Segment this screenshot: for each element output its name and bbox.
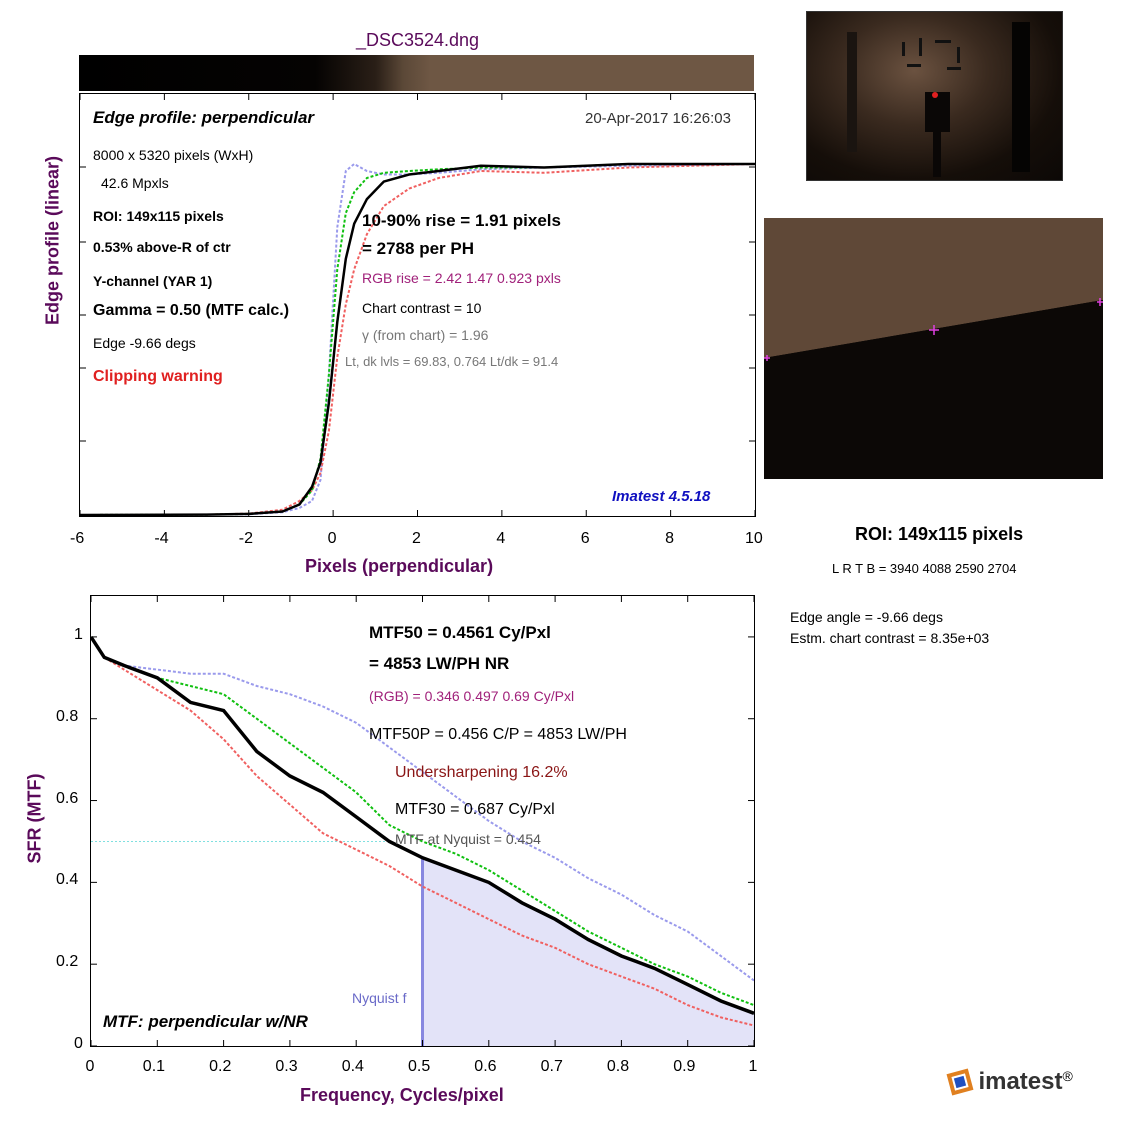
image-dimensions: 8000 x 5320 pixels (WxH) bbox=[93, 147, 254, 163]
undersharpening: Undersharpening 16.2% bbox=[395, 764, 568, 781]
edge-ylabel: Edge profile (linear) bbox=[42, 155, 63, 326]
gamma-info: Gamma = 0.50 (MTF calc.) bbox=[93, 302, 290, 319]
image-mpxls: 42.6 Mpxls bbox=[101, 175, 169, 191]
mtf-at-nyquist: MTF at Nyquist = 0.454 bbox=[395, 831, 541, 847]
estimated-contrast: Estm. chart contrast = 8.35e+03 bbox=[790, 630, 990, 646]
edge-series-Y bbox=[80, 162, 755, 516]
mtf-ytick-label: 0.4 bbox=[56, 871, 79, 889]
imatest-logo-mark: ® bbox=[1062, 1068, 1073, 1084]
mtf-ytick-label: 1 bbox=[74, 625, 83, 643]
imatest-logo-icon bbox=[946, 1068, 974, 1096]
edge-xtick-label: 8 bbox=[665, 530, 675, 547]
edge-xtick-label: -4 bbox=[154, 530, 169, 547]
mtf-ytick-label: 0.2 bbox=[56, 953, 79, 971]
edge-heading: Edge profile: perpendicular bbox=[93, 108, 315, 127]
edge-xtick-label: 6 bbox=[580, 530, 590, 547]
edge-xtick-label: 2 bbox=[412, 530, 421, 547]
version-label: Imatest 4.5.18 bbox=[612, 488, 711, 505]
mtf-series-G bbox=[91, 636, 754, 1007]
edge-xtick-label: -2 bbox=[238, 530, 253, 547]
mtf-series-R bbox=[91, 636, 754, 1027]
mtf-xtick-label: 0.5 bbox=[408, 1058, 431, 1075]
mtf50p-value: MTF50P = 0.456 C/P = 4853 LW/PH bbox=[369, 726, 627, 743]
imatest-logo-text: imatest bbox=[978, 1068, 1063, 1095]
roi-title: ROI: 149x115 pixels bbox=[855, 524, 1024, 544]
light-dark-levels: Lt, dk lvls = 69.83, 0.764 Lt/dk = 91.4 bbox=[345, 354, 559, 369]
channel-info: Y-channel (YAR 1) bbox=[93, 273, 213, 289]
mtf-ytick-label: 0.8 bbox=[56, 707, 79, 725]
edge-profile-plot bbox=[79, 93, 756, 517]
mtf-series-B bbox=[91, 636, 754, 982]
roi-image-art bbox=[764, 218, 1103, 479]
edge-angle: Edge angle = -9.66 degs bbox=[790, 609, 943, 625]
roi-lrtb: L R T B = 3940 4088 2590 2704 bbox=[832, 561, 1017, 576]
edge-xtick-label: 4 bbox=[496, 530, 506, 547]
imatest-logo: imatest® bbox=[946, 1068, 1073, 1096]
mtf-xtick-label: 0 bbox=[85, 1058, 95, 1075]
thumbnail-art bbox=[847, 22, 1030, 177]
mtf-xtick-label: 0.7 bbox=[540, 1058, 563, 1075]
edge-timestamp: 20-Apr-2017 16:26:03 bbox=[585, 110, 731, 127]
mtf-ylabel: SFR (MTF) bbox=[24, 773, 45, 864]
chart-contrast: Chart contrast = 10 bbox=[362, 300, 482, 316]
page-title: _DSC3524.dng bbox=[355, 30, 480, 50]
rise-per-ph: = 2788 per PH bbox=[362, 239, 474, 258]
edge-xtick-label: 10 bbox=[745, 530, 763, 547]
mtf-svg bbox=[91, 596, 754, 1046]
mtf-xtick-label: 0.1 bbox=[142, 1058, 166, 1075]
nyquist-label: Nyquist f bbox=[352, 990, 407, 1006]
edge-gradient-strip bbox=[79, 55, 754, 91]
roi-size: ROI: 149x115 pixels bbox=[93, 208, 224, 224]
roi-image bbox=[764, 218, 1103, 479]
mtf-xtick-label: 0.2 bbox=[209, 1058, 232, 1075]
mtf50-rgb: (RGB) = 0.346 0.497 0.69 Cy/Pxl bbox=[369, 688, 575, 704]
mtf-xtick-label: 0.3 bbox=[275, 1058, 298, 1075]
mtf-series-Y bbox=[91, 635, 754, 1015]
edge-xtick-label: -6 bbox=[70, 530, 85, 547]
mtf50-value: MTF50 = 0.4561 Cy/Pxl bbox=[369, 623, 551, 642]
mtf-ytick-label: 0.6 bbox=[56, 789, 79, 807]
nyquist-shaded-area bbox=[422, 857, 754, 1046]
mtf30-value: MTF30 = 0.687 Cy/Pxl bbox=[395, 801, 555, 818]
edge-profile-svg bbox=[80, 94, 755, 516]
mtf-xtick-label: 0.6 bbox=[474, 1058, 497, 1075]
roi-location: 0.53% above-R of ctr bbox=[93, 239, 231, 255]
edge-series-R bbox=[80, 163, 755, 516]
clipping-warning: Clipping warning bbox=[93, 368, 223, 385]
mtf-ytick-label: 0 bbox=[74, 1035, 83, 1052]
mtf-plot bbox=[90, 595, 755, 1047]
rgb-rise: RGB rise = 2.42 1.47 0.923 pxls bbox=[362, 270, 561, 286]
mtf-xtick-label: 0.9 bbox=[673, 1058, 696, 1075]
rise-distance: 10-90% rise = 1.91 pixels bbox=[362, 211, 561, 230]
mtf-footer: MTF: perpendicular w/NR bbox=[103, 1012, 308, 1031]
edge-xlabel: Pixels (perpendicular) bbox=[305, 556, 494, 576]
mtf-xtick-label: 0.8 bbox=[606, 1058, 630, 1075]
edge-angle-info: Edge -9.66 degs bbox=[93, 335, 196, 351]
scene-thumbnail bbox=[806, 11, 1063, 181]
mtf-xtick-label: 0.4 bbox=[341, 1058, 364, 1075]
edge-xtick-label: 0 bbox=[327, 530, 337, 547]
mtf-xlabel: Frequency, Cycles/pixel bbox=[300, 1085, 504, 1105]
mtf50-lwph: = 4853 LW/PH NR bbox=[369, 654, 510, 673]
gamma-from-chart: γ (from chart) = 1.96 bbox=[362, 327, 489, 343]
mtf-xtick-label: 1 bbox=[748, 1058, 758, 1075]
